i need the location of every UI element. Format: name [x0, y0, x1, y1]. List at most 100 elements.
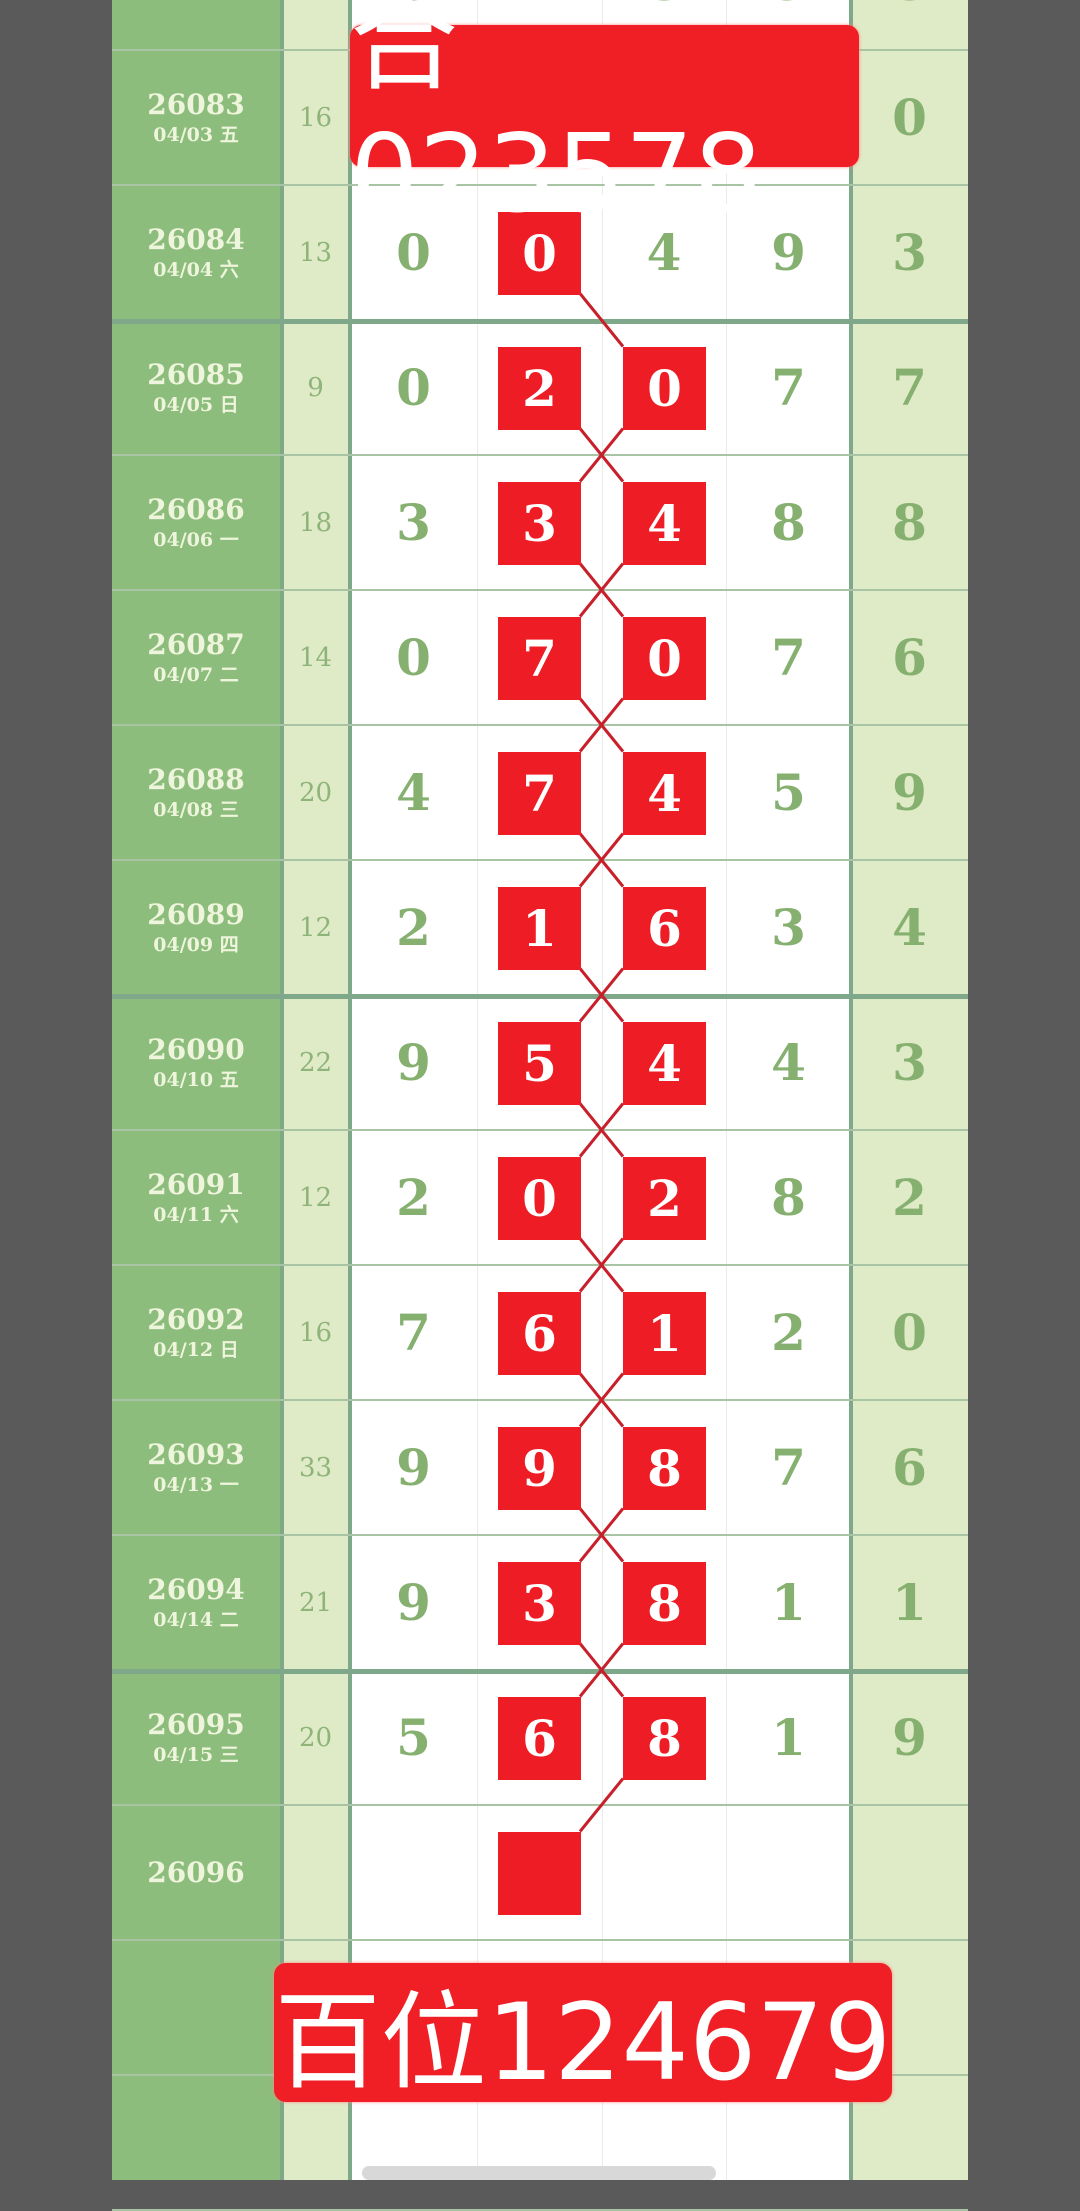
sum-column	[281, 0, 350, 2180]
right-value: 6	[892, 628, 927, 687]
digit-cell: 7	[771, 358, 806, 417]
draw-date: 04/05 日	[153, 393, 239, 416]
digit-cell: 4	[477, 0, 602, 50]
sum-value: 12	[298, 912, 333, 943]
period-cell: 26087 04/07 二	[112, 590, 280, 725]
period-column	[112, 0, 280, 2180]
trend-line	[578, 1642, 625, 1698]
digit-cell: 1	[771, 1573, 806, 1632]
right-value: 8	[892, 493, 927, 552]
highlighted-digit: 8	[623, 1426, 706, 1510]
digit-cell: 2	[396, 898, 431, 957]
draw-date: 04/10 五	[153, 1068, 239, 1091]
highlighted-digit: 4	[623, 481, 706, 565]
right-value: 0	[892, 1303, 927, 1362]
highlighted-digit: 4	[623, 1021, 706, 1105]
column-divider	[849, 0, 853, 2180]
digit-cell: 9	[771, 223, 806, 282]
sum-value: 22	[298, 1047, 333, 1078]
period-cell: 26094 04/14 二	[112, 1535, 280, 1670]
period-number: 26088	[147, 762, 245, 796]
row-divider	[112, 1399, 968, 1401]
trend-line	[578, 1507, 625, 1563]
period-cell: 26083 04/03 五	[112, 50, 280, 185]
highlighted-digit: 7	[498, 751, 581, 835]
right-value: 3	[892, 223, 927, 282]
trend-line	[578, 1237, 625, 1293]
row-divider	[112, 724, 968, 726]
digit-cell: 8	[771, 1168, 806, 1227]
draw-date: 04/08 三	[153, 798, 239, 821]
draw-date: 04/14 二	[153, 1608, 239, 1631]
sum-value: 9	[307, 372, 324, 403]
period-number: 26093	[147, 1437, 245, 1471]
highlighted-digit: 1	[498, 886, 581, 970]
sum-value: 14	[298, 642, 333, 673]
right-value: 1	[892, 1573, 927, 1632]
row-divider	[112, 1804, 968, 1806]
row-divider	[112, 1669, 968, 1674]
digit-cell: 0	[396, 358, 431, 417]
period-number: 26096	[147, 1855, 245, 1889]
column-divider	[726, 0, 727, 2180]
right-value: 7	[892, 358, 927, 417]
highlighted-digit: 7	[498, 616, 581, 700]
digit-cell: 4	[396, 763, 431, 822]
right-value: 8	[851, 0, 968, 50]
period-number: 26090	[147, 1032, 245, 1066]
highlighted-digit: 5	[498, 1021, 581, 1105]
period-cell: 26089 04/09 四	[112, 860, 280, 995]
period-cell: 26092 04/12 日	[112, 1265, 280, 1400]
highlighted-digit: 0	[498, 1156, 581, 1240]
period-number: 26084	[147, 222, 245, 256]
draw-date: 04/06 一	[153, 528, 239, 551]
trend-line	[578, 562, 625, 618]
right-value: 4	[892, 898, 927, 957]
right-value: 9	[892, 1708, 927, 1767]
digit-cell: 3	[771, 898, 806, 957]
sum-value: 21	[298, 1587, 333, 1618]
highlighted-digit: 6	[498, 1696, 581, 1780]
sum-value: 16	[298, 1317, 333, 1348]
digit-cell: 3	[726, 0, 851, 50]
period-number: 26091	[147, 1167, 245, 1201]
digit-cell: 7	[771, 1438, 806, 1497]
column-divider	[477, 0, 478, 2180]
row-divider	[112, 319, 968, 324]
highlighted-digit: 2	[498, 346, 581, 430]
trend-line	[578, 1102, 625, 1158]
digit-cell: 5	[771, 763, 806, 822]
right-value: 6	[892, 1438, 927, 1497]
column-divider	[280, 0, 284, 2180]
digit-cell: 8	[771, 493, 806, 552]
hundreds-banner: 百位124679	[274, 1963, 892, 2104]
row-divider	[112, 184, 968, 186]
row-divider	[112, 589, 968, 591]
highlighted-digit: 3	[498, 1561, 581, 1645]
digit-cell: 0	[350, 0, 477, 50]
digit-cell: 0	[396, 628, 431, 687]
right-value: 2	[892, 1168, 927, 1227]
digit-cell: 7	[396, 1303, 431, 1362]
sum-banner: 合023578	[350, 0, 859, 237]
column-divider	[348, 0, 352, 2180]
right-column	[851, 0, 968, 2180]
draw-date: 04/12 日	[153, 1338, 239, 1361]
period-number: 26094	[147, 1572, 245, 1606]
period-cell: 26095 04/15 三	[112, 1670, 280, 1805]
digit-cell: 5	[396, 1708, 431, 1767]
draw-date: 04/07 二	[153, 663, 239, 686]
trend-line	[578, 967, 625, 1023]
draw-date: 04/03 五	[153, 123, 239, 146]
row-divider	[112, 1534, 968, 1536]
highlighted-digit: 1	[623, 1291, 706, 1375]
horizontal-scrollbar[interactable]	[362, 2166, 716, 2180]
period-number: 26095	[147, 1707, 245, 1741]
highlighted-digit: 8	[623, 1561, 706, 1645]
highlighted-digit: 4	[623, 751, 706, 835]
sum-value: 13	[298, 237, 333, 268]
digit-cell: 1	[771, 1708, 806, 1767]
digits-area	[350, 0, 851, 2180]
row-divider	[112, 1939, 968, 1941]
